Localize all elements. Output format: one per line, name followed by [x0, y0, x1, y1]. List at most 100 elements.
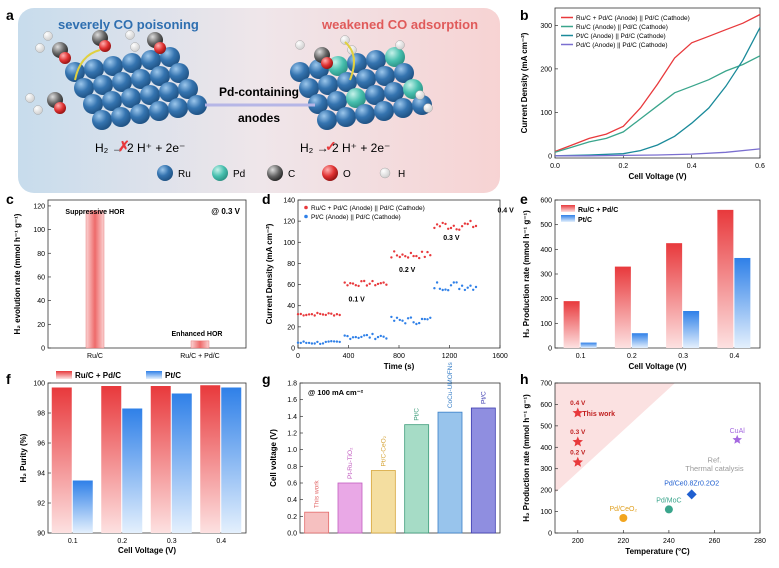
ru-atom	[169, 63, 189, 83]
y-tick-label: 0.0	[287, 531, 297, 538]
data-point	[409, 251, 413, 255]
data-point	[379, 334, 382, 338]
y-tick-label: 20	[287, 324, 295, 331]
bar-rucpdc	[614, 266, 631, 348]
bar-ptc	[580, 342, 597, 348]
legend-atom-c	[267, 165, 283, 181]
data-point	[466, 222, 469, 226]
annotation-voltage-step: 0.4 V	[497, 208, 514, 215]
ru-atom	[366, 50, 386, 70]
hydrogen-atom	[130, 42, 140, 52]
data-point	[441, 288, 444, 292]
data-point	[449, 284, 453, 287]
y-tick-label: 96	[37, 441, 45, 448]
data-point	[351, 336, 355, 339]
y-tick-label: 0.2	[287, 514, 297, 521]
bar-label: Pt/C-CeO₂	[380, 435, 387, 466]
annotation-current: @ 100 mA cm⁻²	[308, 388, 364, 397]
bar-rucpdc	[666, 243, 683, 348]
x-tick-label: 0.4	[687, 163, 697, 170]
legend-swatch-0	[56, 371, 72, 379]
point-label: 0.2 V	[570, 449, 586, 456]
y-axis-label: H₂ Purity (%)	[19, 433, 28, 482]
data-point	[385, 283, 388, 286]
y-tick-label: 0	[41, 346, 45, 353]
data-point	[406, 317, 410, 320]
data-point	[429, 254, 432, 257]
bar-label: Pt/C	[414, 408, 421, 421]
data-point	[412, 254, 415, 258]
left-equation: H₂ → 2 H⁺ + 2e⁻	[95, 141, 185, 155]
x-category-label: 0.4	[730, 353, 740, 360]
ru-atom	[290, 62, 310, 82]
plot-frame	[554, 382, 761, 534]
ru-atom	[355, 104, 375, 124]
ru-atom	[102, 91, 122, 111]
data-point	[444, 222, 447, 226]
data-point	[305, 341, 308, 345]
legend-label-1: Ru/C (Anode) || Pd/C (Cathode)	[576, 24, 668, 31]
x-tick-label: 260	[709, 538, 721, 545]
data-point	[469, 284, 472, 287]
oxygen-atom	[99, 40, 111, 52]
ru-atom	[130, 104, 150, 124]
y-tick-label: 90	[37, 531, 45, 538]
star-marker	[572, 456, 583, 467]
x-category-label: 0.3	[678, 353, 688, 360]
hydrogen-atom	[35, 43, 45, 53]
data-point	[463, 222, 467, 225]
chart-b: 0 100 200 300 0.0 0.2 0.4 0.6 Cell Voltage (V) Cu…	[520, 7, 765, 181]
panel-letter-c: c	[6, 191, 14, 207]
data-point	[374, 284, 377, 287]
plot-frame	[297, 199, 501, 349]
data-point	[305, 313, 308, 317]
legend-marker-0	[304, 205, 308, 210]
point-label: 0.4 V	[570, 400, 586, 407]
data-point	[371, 279, 374, 283]
bar-rucpdc	[101, 386, 122, 533]
data-point	[423, 255, 426, 259]
data-point	[460, 284, 464, 287]
data-point	[354, 284, 357, 287]
y-axis-label: H₂ Production rate (mmol h⁻¹ g⁻¹)	[522, 210, 531, 338]
y-tick-label: 0	[548, 531, 552, 538]
data-point	[455, 228, 458, 231]
y-axis-label: Current Density (mA cm⁻²)	[265, 223, 274, 324]
plot-frame	[299, 382, 501, 534]
annotation-voltage-step: 0.3 V	[443, 235, 460, 242]
data-point	[376, 282, 380, 286]
ru-atom	[178, 79, 198, 99]
series-label-cual: CuAl	[730, 428, 746, 435]
y-tick-label: 100	[540, 110, 552, 117]
left-title: severely CO poisoning	[58, 17, 199, 32]
ru-atom	[347, 53, 367, 73]
x-tick-label: 240	[663, 538, 675, 545]
chart-g: 0.0 0.2 0.4 0.6 0.8 1.0 1.2 1.4 1.6 1.8 Cell volta…	[269, 362, 501, 538]
data-point	[313, 342, 316, 345]
bar-rucpdc	[51, 387, 72, 533]
y-tick-label: 0	[291, 346, 295, 353]
ru-atom	[92, 110, 112, 130]
data-point	[472, 288, 475, 291]
right-title: weakened CO adsorption	[321, 17, 478, 32]
panel-letter-f: f	[6, 371, 11, 387]
legend-atom-ru	[157, 165, 173, 181]
x-category-label: Ru/C	[87, 353, 103, 360]
panel-letter-e: e	[520, 191, 528, 207]
data-point	[435, 281, 439, 284]
ru-atom	[327, 91, 347, 111]
chart-c: 0 20 40 60 80 100 120 H₂ evolution rate (mmol h…	[13, 199, 247, 360]
data-point	[449, 226, 453, 230]
star-marker	[572, 407, 583, 418]
data-point	[327, 340, 330, 343]
data-point	[349, 282, 352, 285]
y-axis-label: H₂ evolution rate (mmol h⁻¹ g⁻¹)	[13, 213, 22, 334]
legend-label-c: C	[288, 169, 295, 180]
data-point	[460, 225, 464, 228]
y-tick-label: 200	[540, 488, 552, 495]
y-tick-label: 500	[540, 222, 552, 229]
legend-label-1: Pt/C	[165, 371, 181, 380]
cross-mark-icon: ✗	[118, 138, 130, 154]
panel-letter-a: a	[6, 7, 14, 23]
y-tick-label: 1.6	[287, 397, 297, 404]
